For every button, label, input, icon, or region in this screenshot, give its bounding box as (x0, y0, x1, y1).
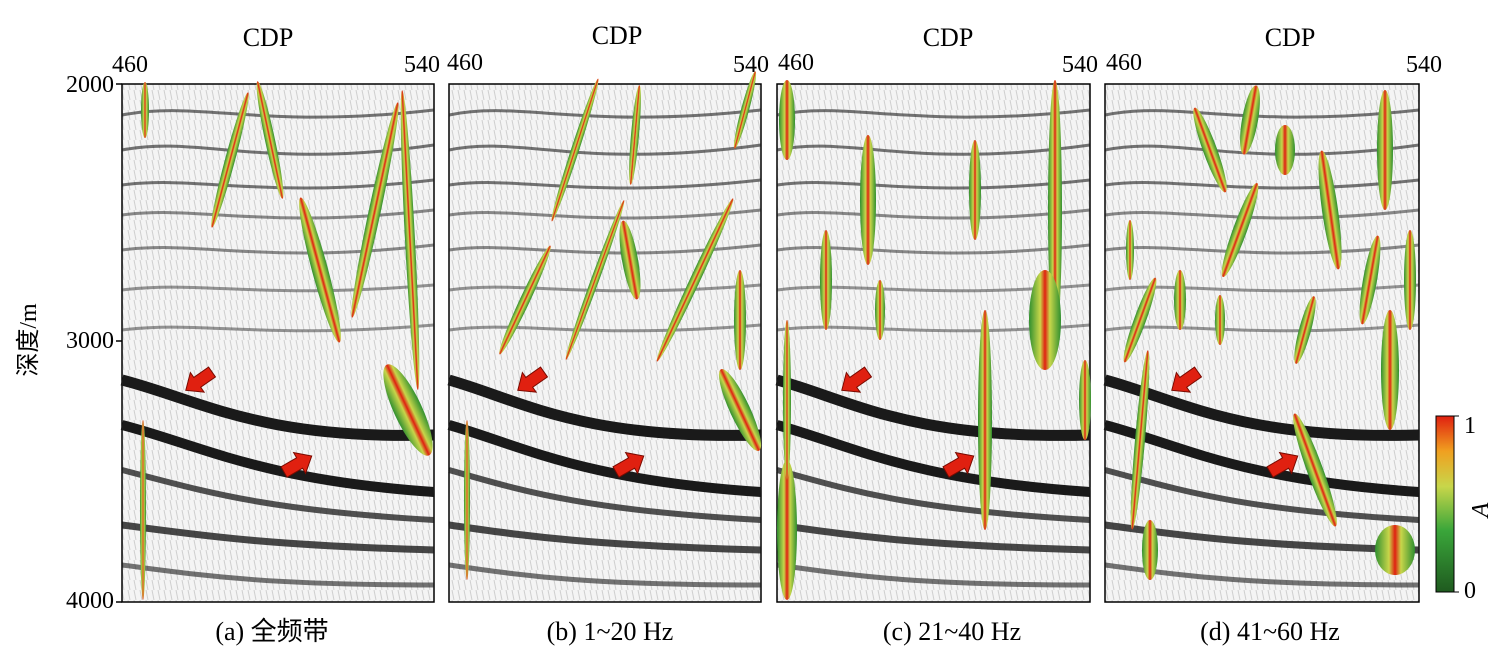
panel-c: CDP 460 540 (c) 21~40 Hz (775, 23, 1098, 646)
panel-b-background (448, 83, 762, 603)
panel-b-x-right: 540 (733, 52, 769, 78)
arrow-icon (841, 366, 873, 393)
arrow-icon (1266, 451, 1299, 478)
colorbar-max-label: 1 (1464, 413, 1476, 439)
colorbar-gradient (1435, 415, 1455, 593)
panel-b-caption: (b) 1~20 Hz (547, 617, 674, 646)
panel-a-top-label: CDP (243, 23, 294, 52)
panel-d-x-left: 460 (1106, 50, 1142, 76)
panel-b-anomalies (464, 71, 762, 580)
colorbar: 1 0 A (1435, 413, 1494, 604)
arrow-icon (280, 451, 313, 478)
panel-c-x-right: 540 (1062, 52, 1098, 78)
panel-d-caption: (d) 41~60 Hz (1200, 617, 1340, 646)
arrow-icon (185, 366, 217, 393)
arrow-icon (612, 451, 645, 478)
panel-b: CDP 460 540 (b) 1~20 Hz (447, 21, 769, 646)
arrow-icon (517, 366, 549, 393)
panel-a-x-right: 540 (404, 52, 440, 78)
y-tick-2000: 2000 (66, 72, 114, 98)
panel-a: CDP 460 540 (a) 全频带 (112, 23, 440, 646)
panel-b-reflectors (447, 108, 762, 588)
panel-c-reflectors (775, 108, 1091, 588)
panel-d: CDP 460 540 (d) 41~60 Hz (1103, 23, 1442, 646)
panel-d-anomalies (1123, 85, 1416, 580)
panel-c-x-left: 460 (778, 50, 814, 76)
panel-a-caption: (a) 全频带 (215, 617, 328, 646)
arrow-icon (942, 451, 975, 478)
arrow-icon (1171, 366, 1203, 393)
y-axis-label: 深度/m (15, 303, 42, 377)
colorbar-label: A (1468, 502, 1494, 519)
panel-b-top-label: CDP (592, 21, 643, 50)
panel-d-arrows (1171, 366, 1299, 478)
panel-b-x-left: 460 (447, 50, 483, 76)
panel-b-arrows (517, 366, 645, 478)
y-tick-3000: 3000 (66, 328, 114, 354)
y-tick-4000: 4000 (66, 588, 114, 614)
panel-d-x-right: 540 (1406, 52, 1442, 78)
panel-a-arrows (185, 366, 313, 478)
panel-d-top-label: CDP (1265, 23, 1316, 52)
panel-c-top-label: CDP (923, 23, 974, 52)
panel-a-anomalies (140, 81, 433, 600)
panel-c-anomalies (777, 80, 1091, 600)
panel-a-x-left: 460 (112, 52, 148, 78)
colorbar-min-label: 0 (1464, 578, 1476, 604)
panel-c-caption: (c) 21~40 Hz (883, 617, 1021, 646)
panel-c-arrows (841, 366, 975, 478)
